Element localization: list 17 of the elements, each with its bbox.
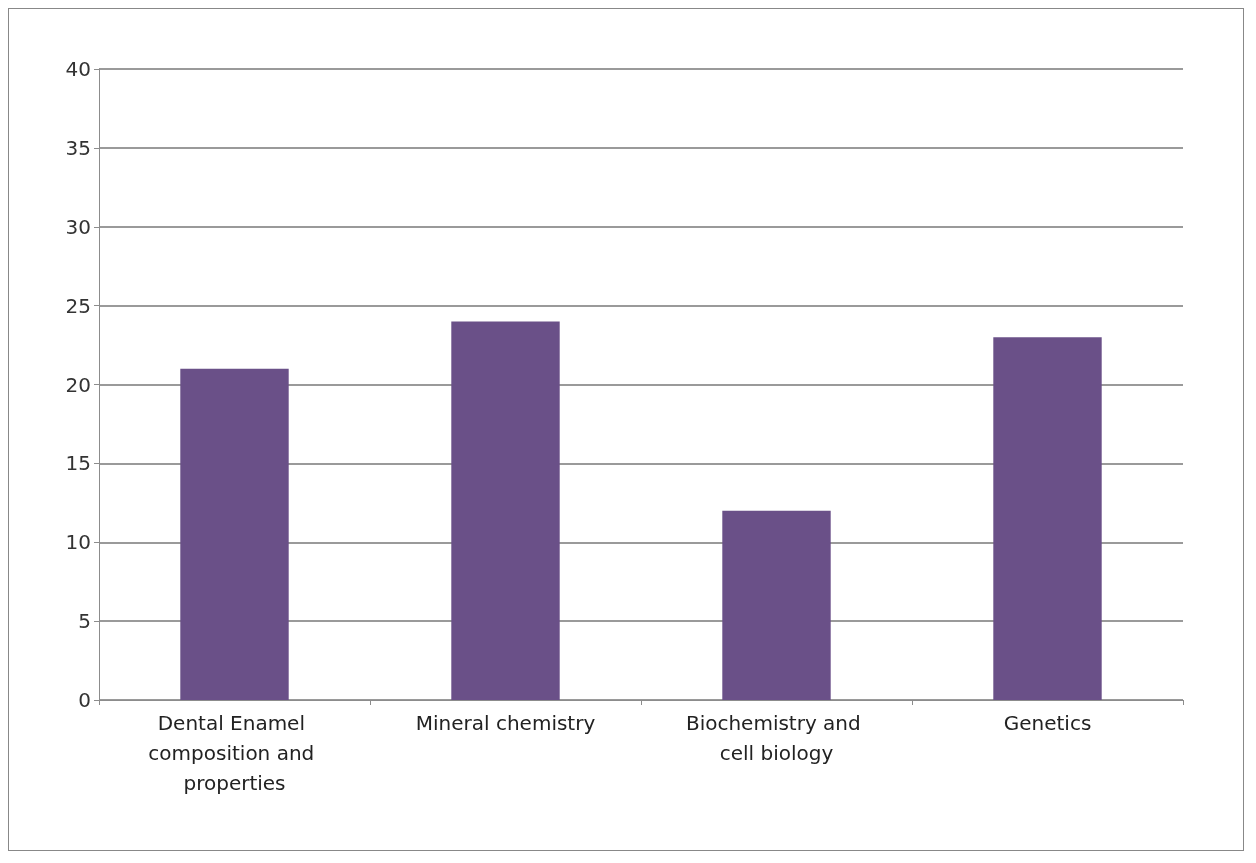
y-tick-label: 0 <box>78 688 91 712</box>
y-tick-label: 20 <box>65 372 91 397</box>
y-tick-label: 5 <box>78 609 91 634</box>
bar <box>993 337 1102 700</box>
x-tick-label: Dental Enamel composition and properties <box>148 711 321 795</box>
x-tick-label: Biochemistry and cell biology <box>685 711 868 765</box>
x-tick-label: Genetics <box>1003 711 1092 735</box>
y-tick-label: 35 <box>65 135 91 160</box>
bar <box>722 510 831 700</box>
y-tick-label: 25 <box>65 293 91 318</box>
y-tick-label: 40 <box>65 57 91 81</box>
y-tick-label: 10 <box>65 530 91 555</box>
y-tick-label: 30 <box>65 214 91 239</box>
x-tick-label: Mineral chemistry <box>415 711 596 735</box>
bar <box>451 321 560 700</box>
y-tick-label: 15 <box>65 451 91 476</box>
bar <box>180 368 289 700</box>
